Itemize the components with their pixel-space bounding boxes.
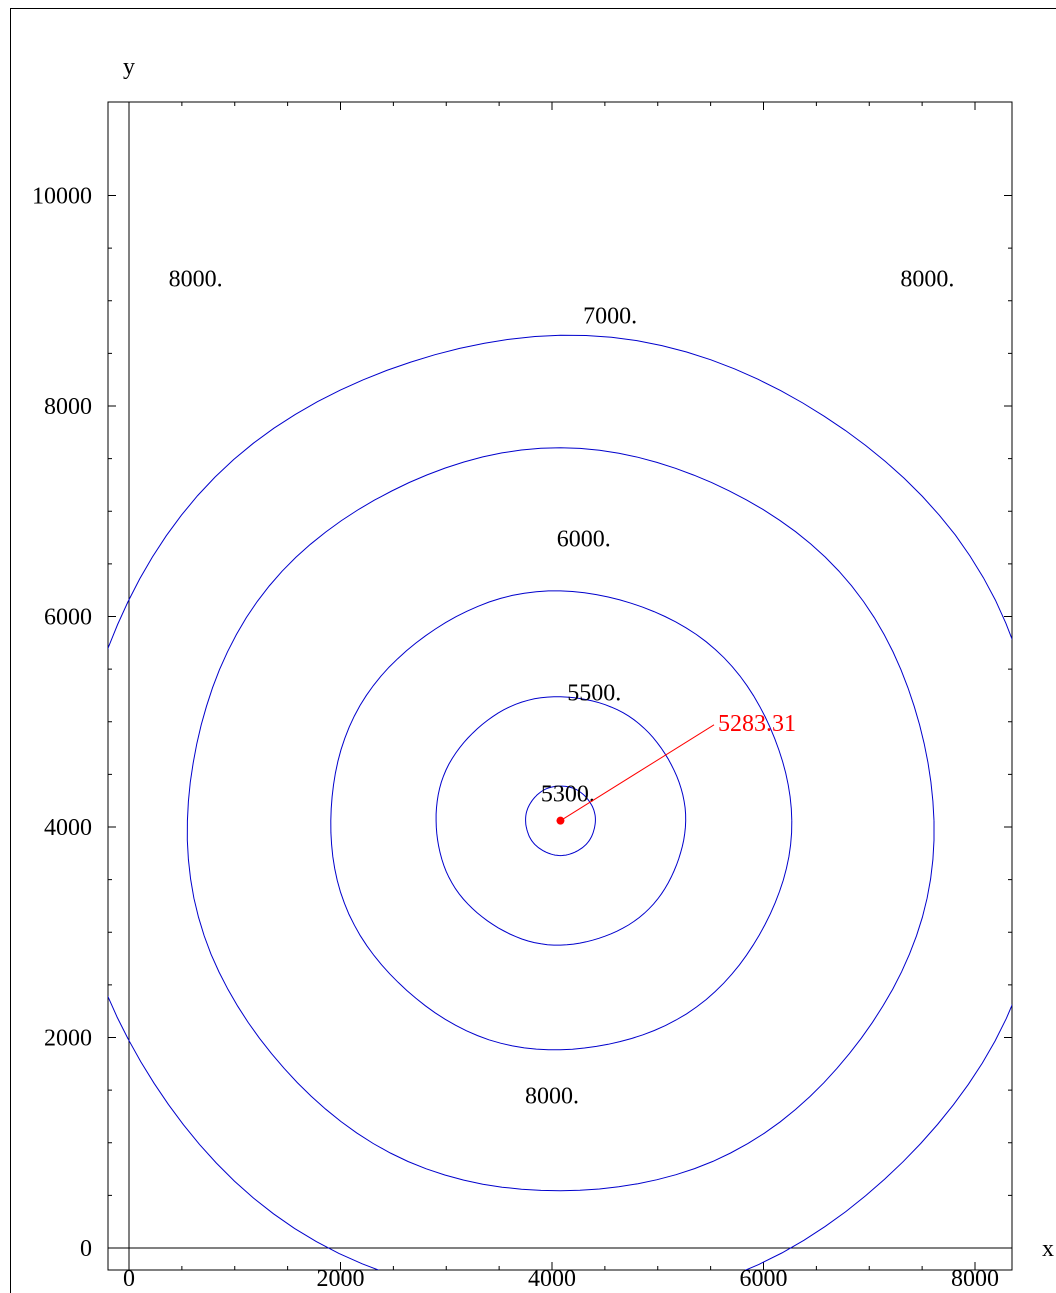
x-tick-label: 4000 [528,1266,576,1292]
y-tick-label: 0 [80,1236,92,1262]
minimum-leader-line [560,724,715,822]
contour-line-5500 [435,696,687,946]
y-tick-label: 2000 [44,1026,92,1052]
x-tick-label: 8000 [951,1266,999,1292]
minimum-point [556,816,565,825]
y-tick-label: 8000 [44,394,92,420]
contour-line-7000 [186,447,935,1192]
y-axis-label: y [123,54,135,80]
x-tick-label: 6000 [740,1266,788,1292]
plot-area-border [107,101,1013,1271]
x-axis-label: x [1042,1236,1054,1262]
plot-frame [10,8,1056,1293]
contour-line-8000 [108,334,1012,1270]
contour-label: 7000. [583,303,637,329]
contour-label: 5500. [567,680,621,706]
y-tick-label: 10000 [32,184,92,210]
contour-line-5300 [525,785,596,857]
x-tick-label: 2000 [317,1266,365,1292]
y-tick-label: 6000 [44,605,92,631]
minimum-value-label: 5283.31 [718,711,796,737]
contour-label: 5300. [541,781,595,807]
contour-label: 8000. [525,1083,579,1109]
contour-label: 8000. [169,267,223,293]
contour-line-6000 [330,590,793,1051]
x-tick-label: 0 [123,1266,135,1292]
contour-label: 6000. [557,527,611,553]
y-tick-label: 4000 [44,815,92,841]
contour-label: 8000. [900,267,954,293]
